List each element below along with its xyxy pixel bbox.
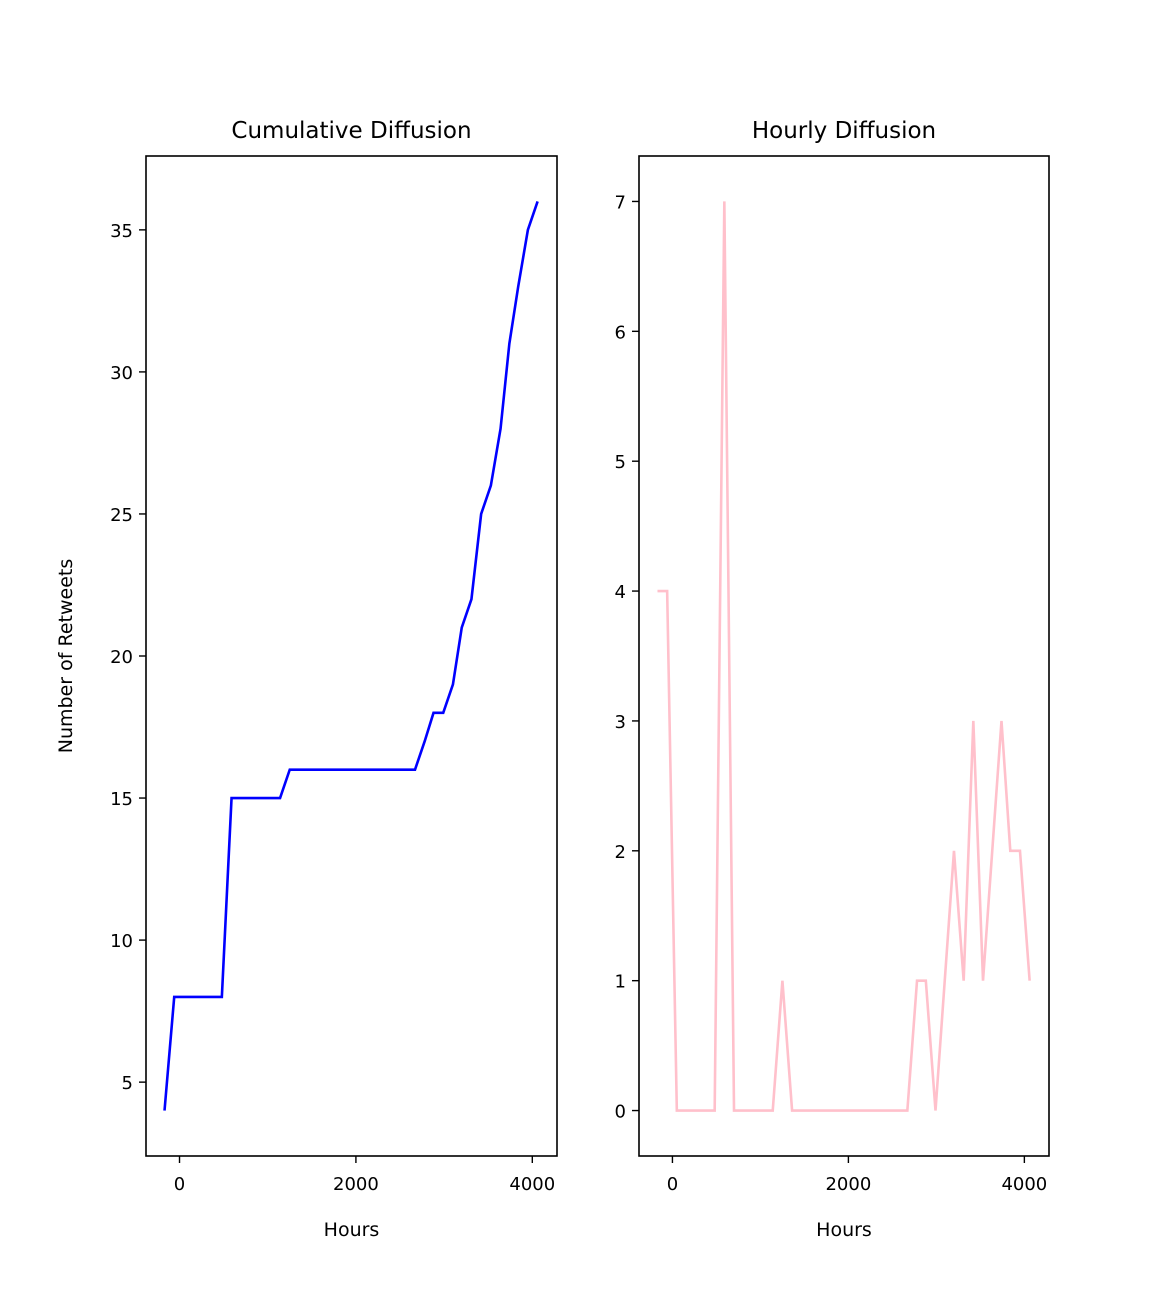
x-tick-label: 4000 <box>1001 1174 1047 1195</box>
y-tick-label: 0 <box>615 1102 626 1123</box>
y-tick-label: 30 <box>110 363 133 384</box>
x-tick-label: 4000 <box>509 1174 555 1195</box>
hourly-diffusion-panel: Hourly Diffusion Hours 0 2000 4000 0 1 2 3 4 5 6 7 <box>615 118 1050 1241</box>
y-tick-label: 5 <box>615 452 626 473</box>
cumulative-diffusion-panel: Cumulative Diffusion Hours Number of Ret… <box>55 118 558 1241</box>
y-tick-label: 2 <box>615 842 626 863</box>
series-line-0 <box>163 201 539 1111</box>
x-tick-label: 0 <box>667 1174 678 1195</box>
x-tick-label: 0 <box>174 1174 185 1195</box>
y-axis-label: Number of Retweets <box>55 559 77 753</box>
x-axis-label: Hours <box>816 1219 872 1241</box>
y-tick-label: 25 <box>110 505 133 526</box>
y-tick-label: 5 <box>122 1073 133 1094</box>
y-tick-label: 6 <box>615 322 626 343</box>
y-tick-label: 20 <box>110 647 133 668</box>
chart-title: Hourly Diffusion <box>752 118 936 144</box>
y-tick-label: 7 <box>615 192 626 213</box>
y-tick-label: 1 <box>615 972 626 993</box>
series-line-0 <box>657 201 1031 1112</box>
x-axis-label: Hours <box>324 1219 380 1241</box>
x-tick-label: 2000 <box>333 1174 379 1195</box>
y-tick-label: 3 <box>615 712 626 733</box>
plot-frame <box>638 155 1050 1157</box>
chart-title: Cumulative Diffusion <box>231 118 471 144</box>
y-tick-label: 15 <box>110 789 133 810</box>
plot-frame <box>145 155 558 1157</box>
y-tick-label: 10 <box>110 931 133 952</box>
y-tick-label: 35 <box>110 221 133 242</box>
x-tick-label: 2000 <box>825 1174 871 1195</box>
y-tick-label: 4 <box>615 582 626 603</box>
